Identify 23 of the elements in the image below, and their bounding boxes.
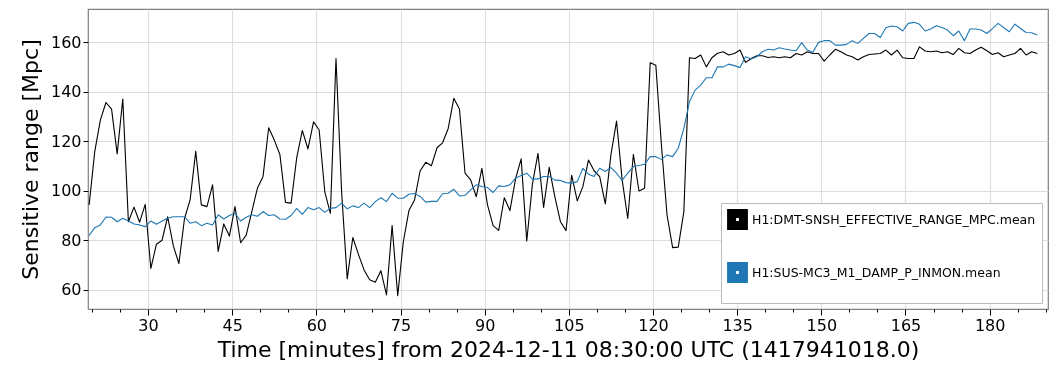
- y-axis-title: Sensitive range [Mpc]: [17, 39, 43, 280]
- line-series: [88, 21, 1038, 237]
- x-tick-label: 135: [722, 315, 753, 335]
- x-tick-label: 45: [222, 315, 243, 335]
- y-tick-label: 100: [50, 181, 82, 201]
- y-tick-label: 60: [61, 280, 82, 300]
- x-tick-label: 180: [974, 315, 1006, 335]
- x-tick-label: 30: [138, 315, 159, 335]
- y-tick-label: 120: [50, 131, 82, 151]
- x-axis-title: Time [minutes] from 2024-12-11 08:30:00 UTC (1417941018.0): [216, 336, 920, 362]
- x-tick-label: 165: [890, 315, 922, 335]
- y-tick-label: 140: [50, 82, 82, 102]
- x-tick-label: 150: [806, 315, 838, 335]
- legend-label: H1:SUS-MC3_M1_DAMP_P_INMON.mean: [752, 264, 1001, 280]
- x-tick-label: 90: [475, 315, 496, 335]
- x-tick-label: 105: [554, 315, 585, 335]
- legend-label: H1:DMT-SNSH_EFFECTIVE_RANGE_MPC.mean: [752, 211, 1036, 227]
- line-series: [88, 46, 1038, 297]
- x-tick-label: 120: [638, 315, 669, 335]
- y-tick-label: 80: [61, 230, 82, 250]
- x-tick-label: 60: [306, 315, 328, 335]
- y-tick-label: 160: [50, 32, 82, 52]
- x-tick-label: 75: [390, 315, 412, 335]
